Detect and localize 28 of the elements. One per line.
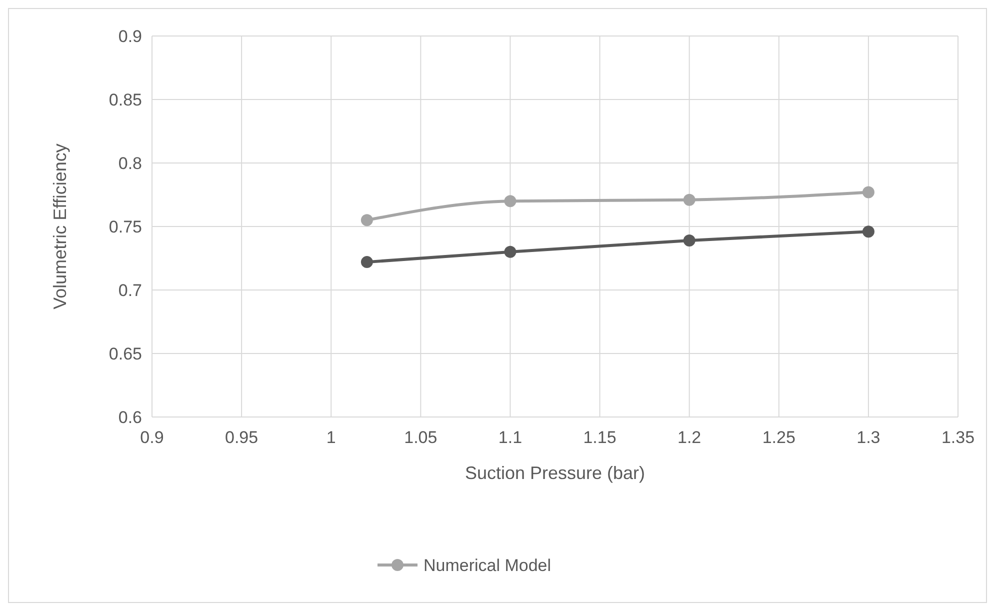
x-tick-label: 1.1: [498, 428, 522, 447]
x-tick-label: 1.05: [404, 428, 438, 447]
y-tick-label: 0.85: [108, 90, 142, 110]
x-tick-label: 1.15: [583, 428, 616, 447]
y-tick-label: 0.9: [118, 26, 142, 46]
point: [683, 234, 696, 246]
y-axis-title: Volumetric Efficiency: [50, 144, 70, 310]
x-axis-title: Suction Pressure (bar): [464, 463, 646, 483]
y-tick-label: 0.6: [118, 408, 142, 427]
legend-label: Numerical Model: [424, 556, 552, 575]
y-tick-label: 0.65: [108, 344, 142, 364]
point: [862, 186, 874, 198]
x-tick-label: 1: [326, 428, 336, 447]
point: [683, 194, 696, 206]
x-tick-label: 0.95: [225, 428, 258, 447]
point: [862, 226, 874, 238]
y-tick-label: 0.75: [108, 217, 142, 236]
point: [360, 256, 373, 268]
x-tick-label: 0.9: [140, 428, 164, 447]
x-tick-label: 1.35: [941, 428, 975, 447]
y-tick-label: 0.8: [118, 154, 142, 173]
point: [360, 214, 373, 226]
x-tick-label: 1.25: [762, 428, 796, 447]
x-tick-label: 1.3: [856, 428, 880, 447]
point: [504, 246, 516, 258]
x-tick-label: 1.2: [678, 428, 702, 447]
point: [504, 195, 516, 208]
y-tick-label: 0.7: [118, 280, 142, 300]
